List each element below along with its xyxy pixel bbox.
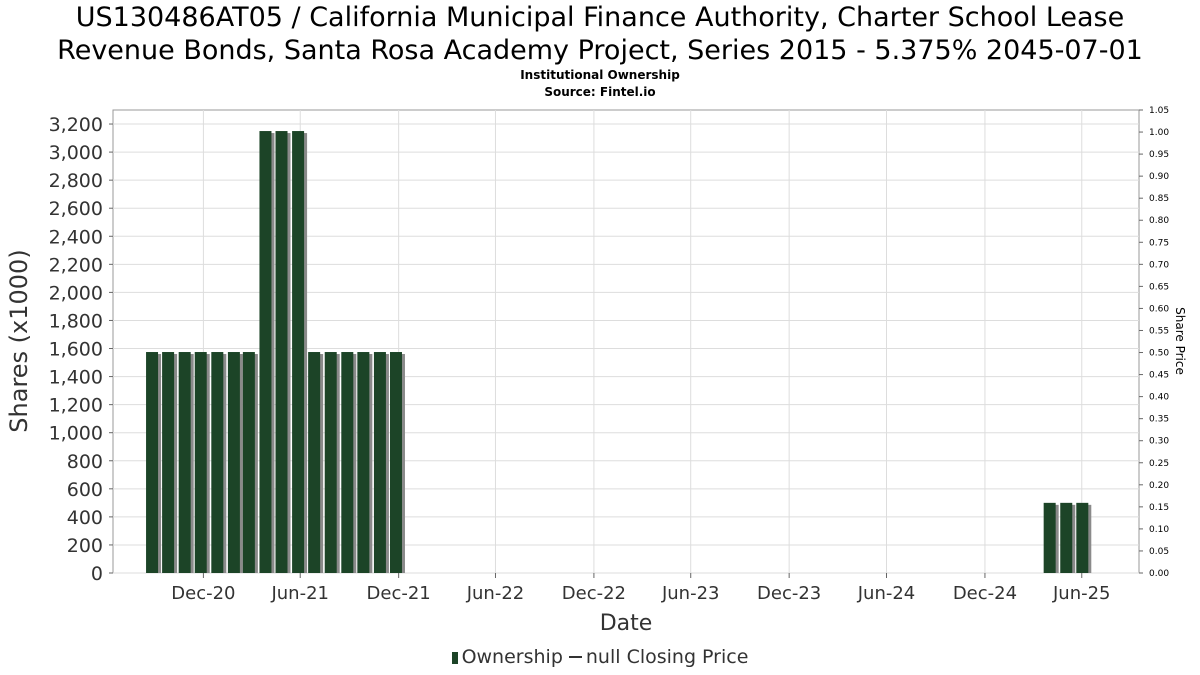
chart-title-line-1: US130486AT05 / California Municipal Fina… xyxy=(75,2,1125,33)
x-tick-label: Jun-21 xyxy=(270,583,329,604)
y-tick-label: 0 xyxy=(91,563,103,585)
y-right-tick-label: 0.15 xyxy=(1149,503,1169,513)
ownership-bar xyxy=(242,352,255,573)
ownership-bar xyxy=(357,352,370,573)
y-right-tick-label: 0.05 xyxy=(1149,547,1169,557)
ownership-bar xyxy=(1043,502,1056,573)
ownership-bar xyxy=(275,131,288,573)
x-tick-label: Jun-24 xyxy=(857,583,916,604)
y-right-tick-label: 0.85 xyxy=(1149,194,1169,204)
y-tick-label: 2,600 xyxy=(49,198,103,220)
x-tick-label: Dec-22 xyxy=(562,583,626,604)
x-tick-label: Dec-24 xyxy=(953,583,1017,604)
y-right-tick-label: 0.45 xyxy=(1149,371,1169,381)
ownership-bar xyxy=(1060,502,1073,573)
y-axis-right-label: Share Price xyxy=(1173,307,1187,375)
bars-group xyxy=(146,131,1092,573)
y-right-tick-label: 1.05 xyxy=(1149,106,1169,116)
x-tick-label: Jun-22 xyxy=(466,583,525,604)
x-tick-label: Dec-20 xyxy=(171,583,235,604)
price-legend-line xyxy=(568,656,582,658)
x-axis-ticks: Dec-20 Jun-21 Dec-21 Jun-22 Dec-22 Jun-23 Dec-… xyxy=(171,573,1111,604)
y-tick-label: 2,800 xyxy=(49,170,103,192)
legend-price-label: null Closing Price xyxy=(585,646,749,668)
ownership-bar xyxy=(211,352,224,573)
y-right-tick-label: 0.75 xyxy=(1149,238,1169,248)
y-tick-label: 2,000 xyxy=(49,282,103,304)
x-axis-label: Date xyxy=(600,611,653,636)
ownership-bar xyxy=(146,352,159,573)
y-tick-label: 2,400 xyxy=(49,226,103,248)
y-tick-label: 2,200 xyxy=(49,254,103,276)
ownership-bar xyxy=(1076,502,1089,573)
y-right-tick-label: 0.30 xyxy=(1149,437,1169,447)
ownership-bar xyxy=(227,352,240,573)
y-right-tick-label: 0.60 xyxy=(1149,304,1169,314)
y-tick-label: 3,200 xyxy=(49,114,103,136)
chart-subtitle: Institutional Ownership xyxy=(520,68,680,82)
y-tick-label: 1,200 xyxy=(49,395,103,417)
ownership-bar xyxy=(259,131,272,573)
ownership-bar xyxy=(162,352,175,573)
y-right-tick-label: 0.25 xyxy=(1149,459,1169,469)
y-axis-right-ticks: 0.00 0.05 0.10 0.15 0.20 0.25 0.30 0.35 0.40 0.45… xyxy=(1139,106,1169,579)
y-tick-label: 600 xyxy=(67,479,103,501)
legend: Ownership null Closing Price xyxy=(0,646,1200,668)
ownership-legend-swatch xyxy=(451,652,458,664)
y-right-tick-label: 0.50 xyxy=(1149,349,1169,359)
ownership-bar xyxy=(389,352,402,573)
y-tick-label: 800 xyxy=(67,451,103,473)
y-tick-label: 1,400 xyxy=(49,367,103,389)
y-tick-label: 400 xyxy=(67,507,103,529)
x-tick-label: Jun-25 xyxy=(1052,583,1111,604)
y-right-tick-label: 0.65 xyxy=(1149,282,1169,292)
chart-title-line-2: Revenue Bonds, Santa Rosa Academy Projec… xyxy=(57,35,1143,66)
ownership-bar xyxy=(341,352,354,573)
ownership-bar xyxy=(178,352,191,573)
ownership-bar xyxy=(373,352,386,573)
y-right-tick-label: 0.20 xyxy=(1149,481,1169,491)
y-tick-label: 1,000 xyxy=(49,423,103,445)
y-right-tick-label: 0.70 xyxy=(1149,260,1169,270)
y-right-tick-label: 0.80 xyxy=(1149,216,1169,226)
y-right-tick-label: 0.35 xyxy=(1149,415,1169,425)
chart-source: Source: Fintel.io xyxy=(544,85,656,99)
y-tick-label: 200 xyxy=(67,535,103,557)
y-axis-left-ticks: 0 200 400 600 800 1,000 1,200 1,400 1,600 1,800 2,… xyxy=(49,114,113,585)
ownership-bar xyxy=(194,352,207,573)
y-right-tick-label: 0.40 xyxy=(1149,393,1169,403)
ownership-bar xyxy=(292,131,305,573)
legend-ownership-label: Ownership xyxy=(461,646,563,668)
y-right-tick-label: 0.55 xyxy=(1149,326,1169,336)
ownership-bar xyxy=(308,352,321,573)
y-tick-label: 1,800 xyxy=(49,310,103,332)
y-right-tick-label: 0.00 xyxy=(1149,569,1169,579)
y-tick-label: 1,600 xyxy=(49,339,103,361)
x-tick-label: Jun-23 xyxy=(661,583,720,604)
x-tick-label: Dec-21 xyxy=(367,583,431,604)
y-right-tick-label: 0.95 xyxy=(1149,150,1169,160)
y-axis-label: Shares (x1000) xyxy=(5,249,33,432)
y-right-tick-label: 0.90 xyxy=(1149,172,1169,182)
ownership-bar xyxy=(324,352,337,573)
y-tick-label: 3,000 xyxy=(49,142,103,164)
x-tick-label: Dec-23 xyxy=(757,583,821,604)
y-right-tick-label: 1.00 xyxy=(1149,128,1169,138)
y-right-tick-label: 0.10 xyxy=(1149,525,1169,535)
